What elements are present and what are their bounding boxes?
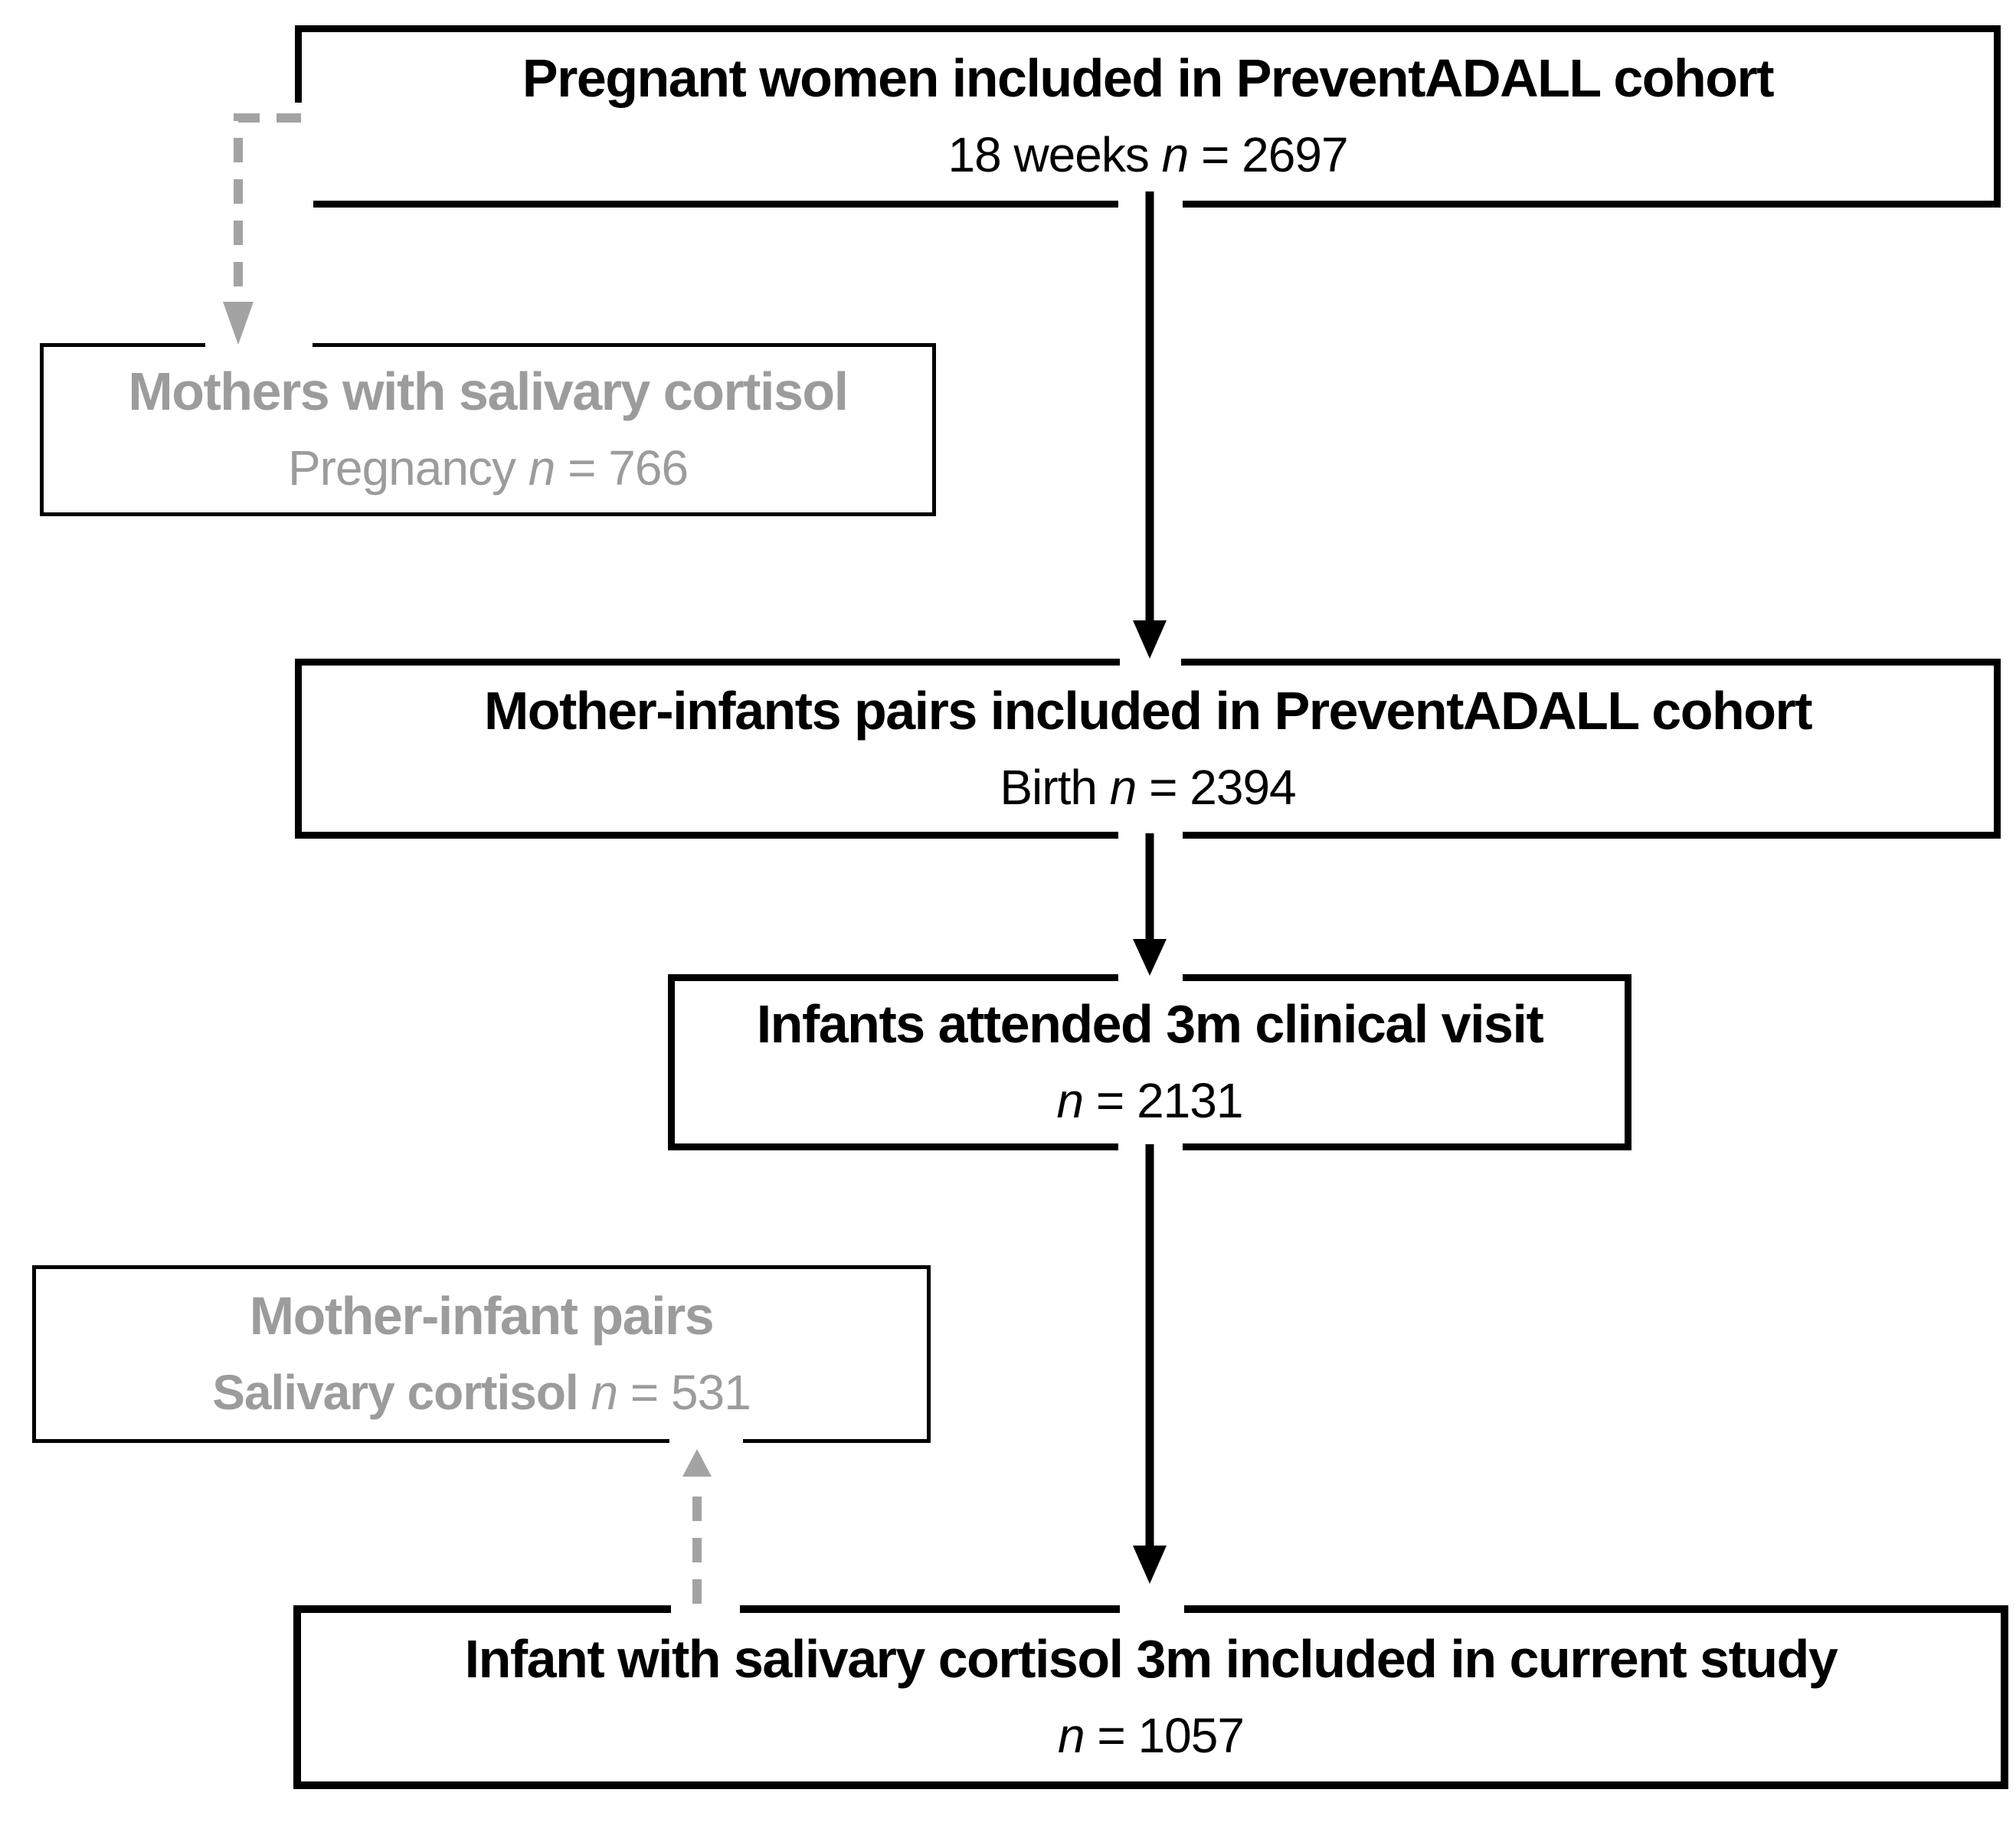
box-title: Pregnant women included in PreventADALL … bbox=[522, 48, 1775, 108]
n-symbol: n bbox=[1161, 127, 1190, 182]
box-count: 18 weeks n = 2697 bbox=[947, 116, 1349, 193]
count-value: = 1057 bbox=[1084, 1708, 1245, 1763]
count-value: = 2131 bbox=[1083, 1073, 1244, 1128]
arrow-cohort-to-birth bbox=[1133, 191, 1167, 659]
count-value: = 766 bbox=[555, 440, 689, 496]
box-count: n = 1057 bbox=[1058, 1697, 1245, 1774]
box-count: Pregnancy n = 766 bbox=[287, 430, 689, 506]
count-prefix: Birth bbox=[1000, 759, 1110, 815]
box-count: n = 2131 bbox=[1056, 1062, 1244, 1139]
count-prefix: 18 weeks bbox=[947, 127, 1162, 182]
count-value: = 2697 bbox=[1188, 127, 1349, 182]
n-symbol: n bbox=[1056, 1073, 1085, 1128]
box-mother-infant-pairs-cortisol: Mother-infant pairs Salivary cortisol n … bbox=[32, 1265, 931, 1443]
box-title: Mother-infant pairs bbox=[249, 1286, 715, 1346]
box-title: Mothers with salivary cortisol bbox=[128, 361, 849, 421]
box-mothers-salivary-cortisol: Mothers with salivary cortisol Pregnancy… bbox=[40, 343, 936, 516]
n-symbol: n bbox=[528, 440, 556, 496]
dashed-arrow-cohort-to-maternal-cortisol bbox=[223, 113, 301, 345]
box-title: Infants attended 3m clinical visit bbox=[756, 994, 1544, 1054]
box-infants-3m-visit: Infants attended 3m clinical visit n = 2… bbox=[668, 974, 1631, 1150]
n-symbol: n bbox=[591, 1365, 618, 1420]
box-current-study: Infant with salivary cortisol 3m include… bbox=[293, 1605, 2008, 1789]
box-mother-infant-pairs-birth: Mother-infants pairs included in Prevent… bbox=[295, 659, 2001, 839]
box-title: Infant with salivary cortisol 3m include… bbox=[464, 1629, 1838, 1689]
box-count: Birth n = 2394 bbox=[1000, 749, 1297, 826]
arrow-3m-visit-to-current-study bbox=[1133, 1144, 1167, 1584]
box-title: Mother-infants pairs included in Prevent… bbox=[483, 680, 1813, 741]
count-value: = 531 bbox=[617, 1365, 751, 1420]
dashed-arrow-current-study-to-pairs-cortisol bbox=[682, 1449, 712, 1604]
count-value: = 2394 bbox=[1136, 759, 1297, 815]
arrow-birth-to-3m-visit bbox=[1133, 833, 1167, 976]
count-prefix: Salivary cortisol bbox=[212, 1365, 591, 1420]
n-symbol: n bbox=[1109, 759, 1137, 815]
box-pregnant-women-cohort: Pregnant women included in PreventADALL … bbox=[295, 25, 2001, 208]
count-prefix: Pregnancy bbox=[287, 440, 529, 496]
n-symbol: n bbox=[1058, 1708, 1085, 1763]
box-count: Salivary cortisol n = 531 bbox=[212, 1354, 751, 1431]
